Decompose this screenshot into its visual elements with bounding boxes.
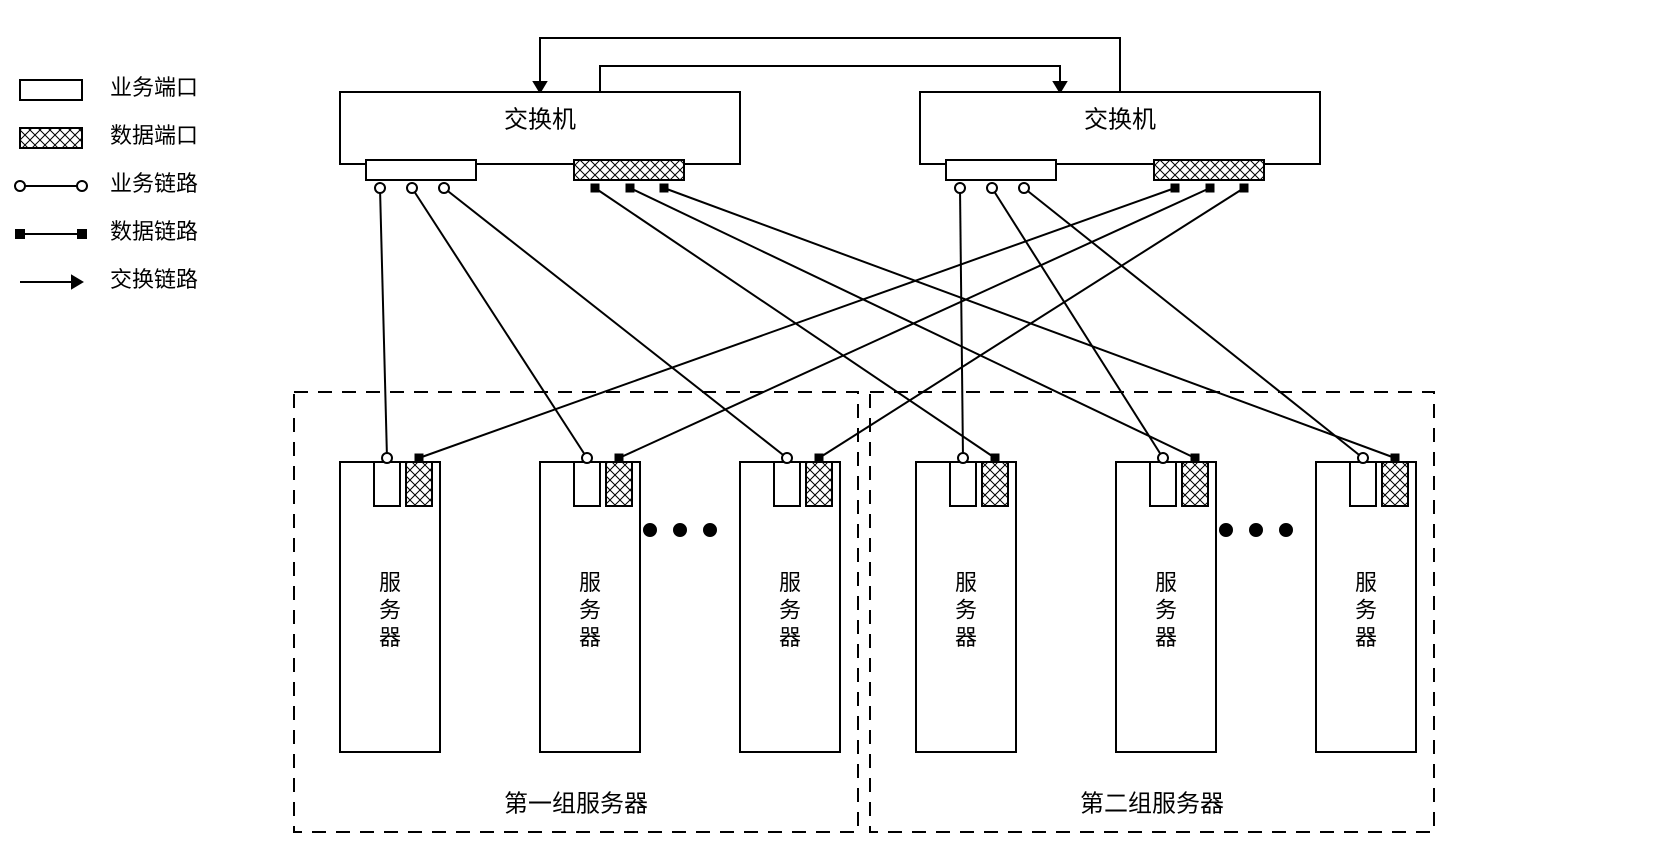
server-label: 服务器 bbox=[1155, 570, 1177, 650]
server-2: 服务器 bbox=[740, 462, 840, 752]
biz-endpoint-icon bbox=[382, 453, 392, 463]
data-link bbox=[664, 188, 1395, 458]
data-port bbox=[574, 160, 684, 180]
arrowhead-icon bbox=[534, 82, 546, 92]
data-endpoint-icon bbox=[616, 455, 623, 462]
switch-label: 交换机 bbox=[1084, 107, 1156, 134]
server-label: 服务器 bbox=[1355, 570, 1377, 650]
biz-port bbox=[366, 160, 476, 180]
biz-link bbox=[1024, 188, 1363, 458]
data-endpoint-icon bbox=[592, 185, 599, 192]
switch-0: 交换机 bbox=[340, 92, 740, 180]
data-port bbox=[1382, 462, 1408, 506]
biz-port bbox=[374, 462, 400, 506]
ellipsis-dot bbox=[1280, 524, 1292, 536]
group-label: 第一组服务器 bbox=[504, 791, 648, 818]
data-port bbox=[606, 462, 632, 506]
biz-endpoint-icon bbox=[782, 453, 792, 463]
biz-port bbox=[950, 462, 976, 506]
exchange-link-2 bbox=[600, 66, 1060, 92]
legend-port-hatch: 数据端口 bbox=[20, 123, 198, 148]
data-endpoint-icon bbox=[661, 185, 668, 192]
server-label: 服务器 bbox=[379, 570, 401, 650]
biz-endpoint-icon bbox=[439, 183, 449, 193]
biz-link bbox=[960, 188, 963, 458]
biz-endpoint-icon bbox=[1158, 453, 1168, 463]
network-diagram: 业务端口数据端口业务链路数据链路交换链路 交换机 交换机第一组服务器 第二组服务器 服务… bbox=[0, 0, 1654, 866]
data-port bbox=[406, 462, 432, 506]
ellipsis-dot bbox=[704, 524, 716, 536]
server-label: 服务器 bbox=[955, 570, 977, 650]
data-endpoint-icon bbox=[816, 455, 823, 462]
data-link bbox=[619, 188, 1210, 458]
biz-endpoint-icon bbox=[375, 183, 385, 193]
data-endpoint-icon bbox=[627, 185, 634, 192]
biz-link bbox=[380, 188, 387, 458]
server-1: 服务器 bbox=[540, 462, 640, 752]
server-3: 服务器 bbox=[916, 462, 1016, 752]
data-endpoint-icon bbox=[1192, 455, 1199, 462]
legend-label: 业务链路 bbox=[110, 171, 198, 196]
legend-link-arrow: 交换链路 bbox=[20, 267, 198, 292]
server-0: 服务器 bbox=[340, 462, 440, 752]
legend-label: 数据端口 bbox=[110, 123, 198, 148]
data-endpoint-icon bbox=[1172, 185, 1179, 192]
data-endpoint-icon bbox=[1241, 185, 1248, 192]
switch-label: 交换机 bbox=[504, 107, 576, 134]
biz-endpoint-icon bbox=[407, 183, 417, 193]
switch-1: 交换机 bbox=[920, 92, 1320, 180]
biz-link bbox=[992, 188, 1163, 458]
biz-port bbox=[1350, 462, 1376, 506]
ellipsis-dot bbox=[674, 524, 686, 536]
biz-endpoint-icon bbox=[1358, 453, 1368, 463]
biz-link bbox=[444, 188, 787, 458]
biz-port bbox=[574, 462, 600, 506]
ellipsis-dot bbox=[1250, 524, 1262, 536]
biz-port bbox=[946, 160, 1056, 180]
legend-label: 业务端口 bbox=[110, 75, 198, 100]
data-port bbox=[982, 462, 1008, 506]
legend-label: 数据链路 bbox=[110, 219, 198, 244]
biz-port bbox=[774, 462, 800, 506]
biz-port bbox=[1150, 462, 1176, 506]
biz-link bbox=[412, 188, 587, 458]
ellipsis-dot bbox=[1220, 524, 1232, 536]
legend-link-solid: 数据链路 bbox=[16, 219, 198, 244]
biz-endpoint-icon bbox=[582, 453, 592, 463]
legend-port-plain: 业务端口 bbox=[20, 75, 198, 100]
group-label: 第二组服务器 bbox=[1080, 791, 1224, 818]
legend-link-open: 业务链路 bbox=[15, 171, 198, 196]
data-link bbox=[419, 188, 1175, 458]
data-port bbox=[806, 462, 832, 506]
biz-endpoint-icon bbox=[955, 183, 965, 193]
data-endpoint-icon bbox=[1392, 455, 1399, 462]
data-port bbox=[1154, 160, 1264, 180]
server-4: 服务器 bbox=[1116, 462, 1216, 752]
server-label: 服务器 bbox=[779, 570, 801, 650]
data-link bbox=[819, 188, 1244, 458]
legend-label: 交换链路 bbox=[110, 267, 198, 292]
data-endpoint-icon bbox=[416, 455, 423, 462]
diagram-root: 业务端口数据端口业务链路数据链路交换链路 交换机 交换机第一组服务器 第二组服务器 服务… bbox=[0, 0, 1654, 866]
biz-endpoint-icon bbox=[987, 183, 997, 193]
server-5: 服务器 bbox=[1316, 462, 1416, 752]
data-endpoint-icon bbox=[992, 455, 999, 462]
biz-endpoint-icon bbox=[958, 453, 968, 463]
data-port bbox=[1182, 462, 1208, 506]
biz-endpoint-icon bbox=[1019, 183, 1029, 193]
ellipsis-dot bbox=[644, 524, 656, 536]
data-endpoint-icon bbox=[1207, 185, 1214, 192]
arrowhead-icon bbox=[1054, 82, 1066, 92]
server-label: 服务器 bbox=[579, 570, 601, 650]
